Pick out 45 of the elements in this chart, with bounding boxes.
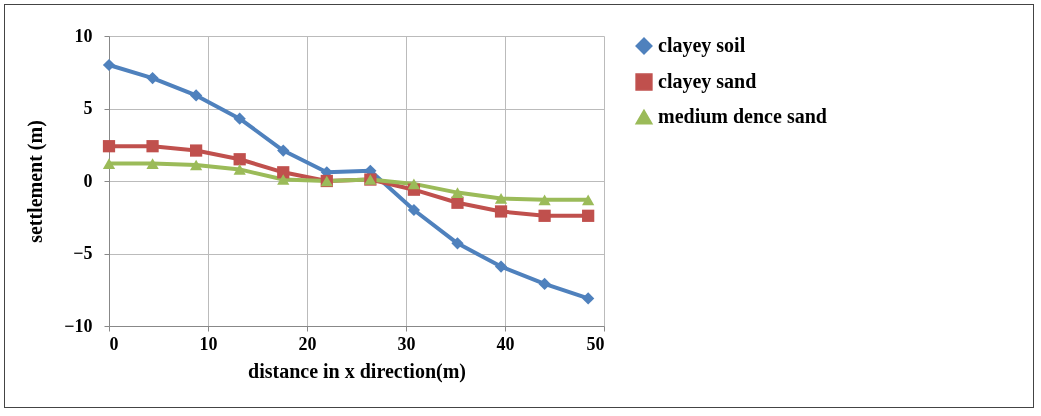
y-tick-label: 5 [83,98,93,118]
y-tick-label: 0 [83,170,93,191]
point [494,193,508,204]
y-tick-label: −5 [73,243,93,263]
point [277,174,290,185]
point [146,158,159,169]
point [451,187,464,198]
point [190,89,203,102]
point [451,237,464,250]
x-tick-label: 10 [199,333,218,354]
y-axis-title: settlement (m) [24,120,48,243]
x-tick-label: 0 [109,333,119,354]
y-tick-label: −10 [64,315,93,336]
point [582,194,595,206]
point [582,292,595,305]
point [102,140,116,153]
point [233,164,246,175]
y-tick-label: 10 [74,25,93,46]
x-tick-label: 20 [298,333,317,354]
x-tick-label: 40 [496,333,515,354]
x-tick-label: 50 [586,333,605,354]
point [538,277,551,291]
point [407,203,421,217]
point [190,159,203,171]
point [538,194,551,206]
point [277,144,290,157]
point [407,178,421,190]
legend-label: clayey soil [658,34,746,57]
point [494,205,508,218]
point [233,112,246,125]
point [277,166,290,179]
point [146,140,159,153]
legend-label: medium dence sand [658,105,827,127]
x-axis-title: distance in x direction(m) [248,359,466,383]
point [190,144,203,157]
x-tick-label: 30 [397,333,416,354]
point [102,58,116,72]
point [582,209,595,222]
point [146,71,159,85]
point [494,260,508,273]
point [451,196,464,209]
point [233,153,246,166]
legend-label: clayey sand [658,70,757,93]
point [538,209,551,222]
point [102,158,116,169]
